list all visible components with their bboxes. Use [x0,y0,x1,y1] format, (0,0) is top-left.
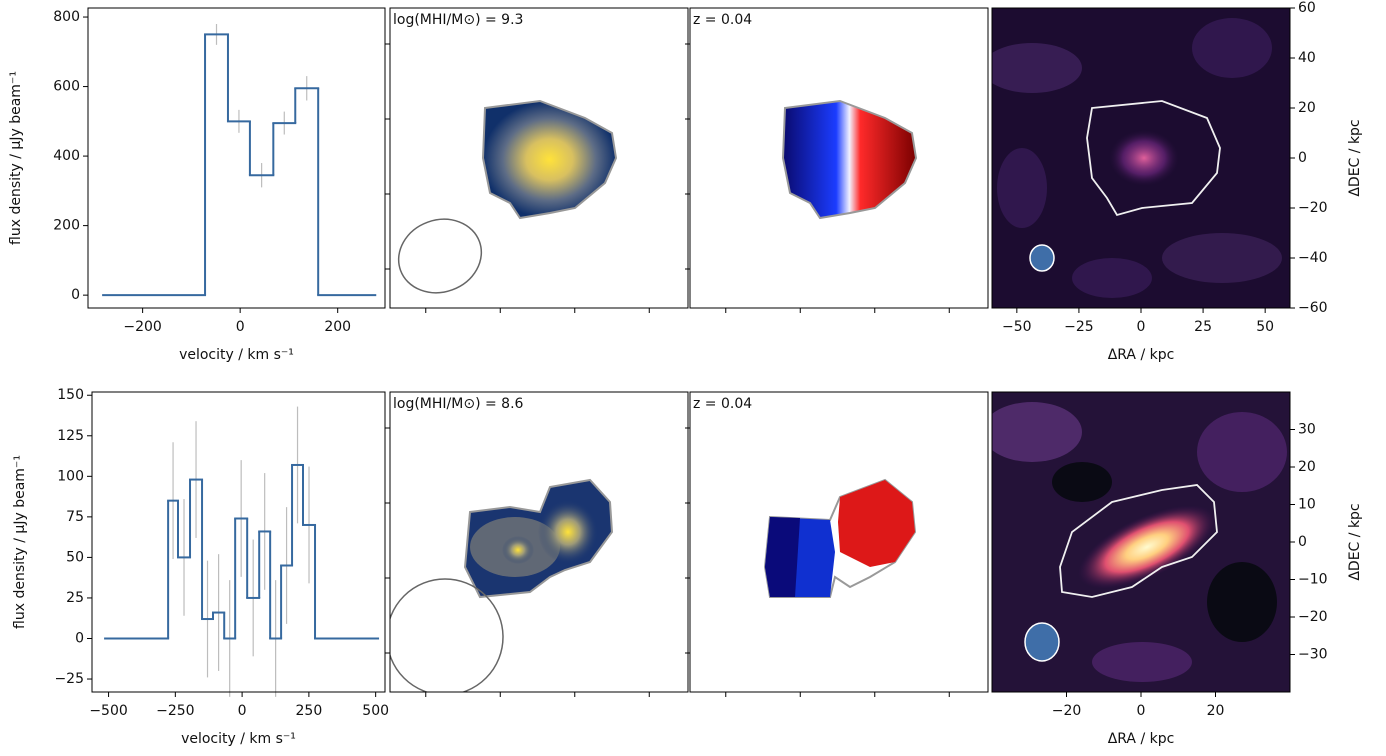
y-tick-label: 50 [66,549,84,565]
y-tick-label: 400 [53,148,80,164]
x-tick-label: 250 [296,703,323,719]
x-tick-label: 20 [1207,703,1225,719]
y-tick-label: 800 [53,9,80,25]
x-tick-label: 0 [1137,319,1146,335]
y-tick-label: −20 [1298,609,1328,625]
y-axis-label: ΔDEC / kpc [1347,119,1363,196]
x-tick-label: 500 [362,703,389,719]
y-tick-label: 0 [75,630,84,646]
x-tick-label: 0 [236,319,245,335]
y-tick-label: 10 [1298,497,1316,513]
y-tick-label: 25 [66,590,84,606]
axes-frame [389,391,689,693]
y-tick-label: 100 [57,468,84,484]
x-tick-label: 0 [238,703,247,719]
annotation: z = 0.04 [693,12,752,28]
y-tick-label: 0 [1298,150,1307,166]
y-tick-label: −20 [1298,200,1328,216]
x-tick-label: 25 [1194,319,1212,335]
x-tick-label: 0 [1137,703,1146,719]
x-tick-label: 200 [324,319,351,335]
annotation: z = 0.04 [693,396,752,412]
y-tick-label: −60 [1298,300,1328,316]
y-tick-label: 60 [1298,0,1316,16]
y-tick-label: −25 [54,671,84,687]
annotation: log(MHI/M⊙) = 8.6 [393,396,524,412]
x-axis-label: velocity / km s⁻¹ [181,731,296,747]
velocity-map [763,478,917,598]
y-axis-label: flux density / μJy beam⁻¹ [12,455,28,629]
optical-map [992,8,1290,308]
y-tick-label: 0 [71,287,80,303]
y-tick-label: 40 [1298,50,1316,66]
axes-frame [87,7,386,309]
x-tick-label: −50 [1002,319,1032,335]
y-tick-label: 20 [1298,459,1316,475]
x-tick-label: −200 [123,319,161,335]
x-tick-label: −250 [156,703,194,719]
velocity-map [781,99,918,220]
moment0-map [390,478,614,692]
x-tick-label: −500 [89,703,127,719]
y-tick-label: −40 [1298,250,1328,266]
x-axis-label: ΔRA / kpc [1108,731,1175,747]
y-tick-label: 600 [53,79,80,95]
x-axis-label: ΔRA / kpc [1108,347,1175,363]
y-tick-label: 0 [1298,534,1307,550]
y-tick-label: −30 [1298,647,1328,663]
x-tick-label: −20 [1052,703,1082,719]
y-tick-label: 150 [57,387,84,403]
axes-frame [689,7,989,309]
y-axis-label: flux density / μJy beam⁻¹ [8,71,24,245]
y-tick-label: 75 [66,509,84,525]
axes-frame [389,7,689,309]
y-tick-label: 125 [57,428,84,444]
optical-map [992,392,1290,692]
axes-frame [91,391,386,693]
y-axis-label: ΔDEC / kpc [1347,503,1363,580]
y-tick-label: 20 [1298,100,1316,116]
y-tick-label: −10 [1298,572,1328,588]
axes-frame [689,391,989,693]
y-tick-label: 200 [53,218,80,234]
x-tick-label: −25 [1064,319,1094,335]
x-axis-label: velocity / km s⁻¹ [179,347,294,363]
x-tick-label: 50 [1256,319,1274,335]
moment0-map [397,99,618,294]
y-tick-label: 30 [1298,422,1316,438]
annotation: log(MHI/M⊙) = 9.3 [393,12,523,28]
